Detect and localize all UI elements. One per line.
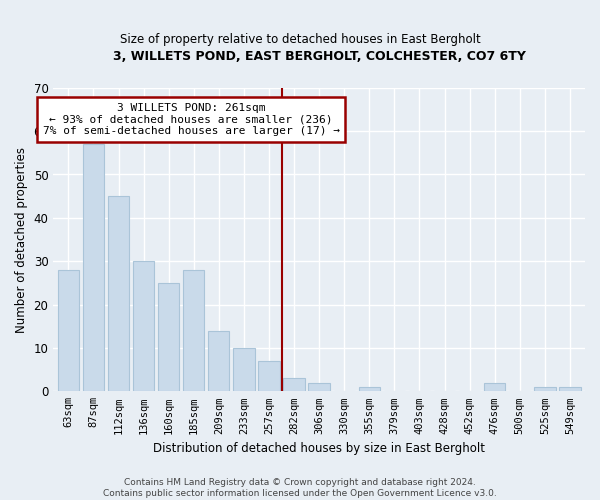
- Title: 3, WILLETS POND, EAST BERGHOLT, COLCHESTER, CO7 6TY: 3, WILLETS POND, EAST BERGHOLT, COLCHEST…: [113, 50, 526, 63]
- Text: Contains HM Land Registry data © Crown copyright and database right 2024.
Contai: Contains HM Land Registry data © Crown c…: [103, 478, 497, 498]
- Bar: [559, 387, 581, 392]
- Bar: [283, 378, 305, 392]
- Bar: [58, 270, 79, 392]
- Text: Size of property relative to detached houses in East Bergholt: Size of property relative to detached ho…: [119, 32, 481, 46]
- Bar: [208, 330, 229, 392]
- Text: 3 WILLETS POND: 261sqm
← 93% of detached houses are smaller (236)
7% of semi-det: 3 WILLETS POND: 261sqm ← 93% of detached…: [43, 103, 340, 136]
- Y-axis label: Number of detached properties: Number of detached properties: [15, 146, 28, 332]
- Bar: [108, 196, 129, 392]
- Bar: [534, 387, 556, 392]
- Bar: [233, 348, 254, 392]
- X-axis label: Distribution of detached houses by size in East Bergholt: Distribution of detached houses by size …: [153, 442, 485, 455]
- Bar: [359, 387, 380, 392]
- Bar: [308, 382, 330, 392]
- Bar: [133, 261, 154, 392]
- Bar: [259, 361, 280, 392]
- Bar: [83, 144, 104, 392]
- Bar: [183, 270, 205, 392]
- Bar: [158, 283, 179, 392]
- Bar: [484, 382, 505, 392]
